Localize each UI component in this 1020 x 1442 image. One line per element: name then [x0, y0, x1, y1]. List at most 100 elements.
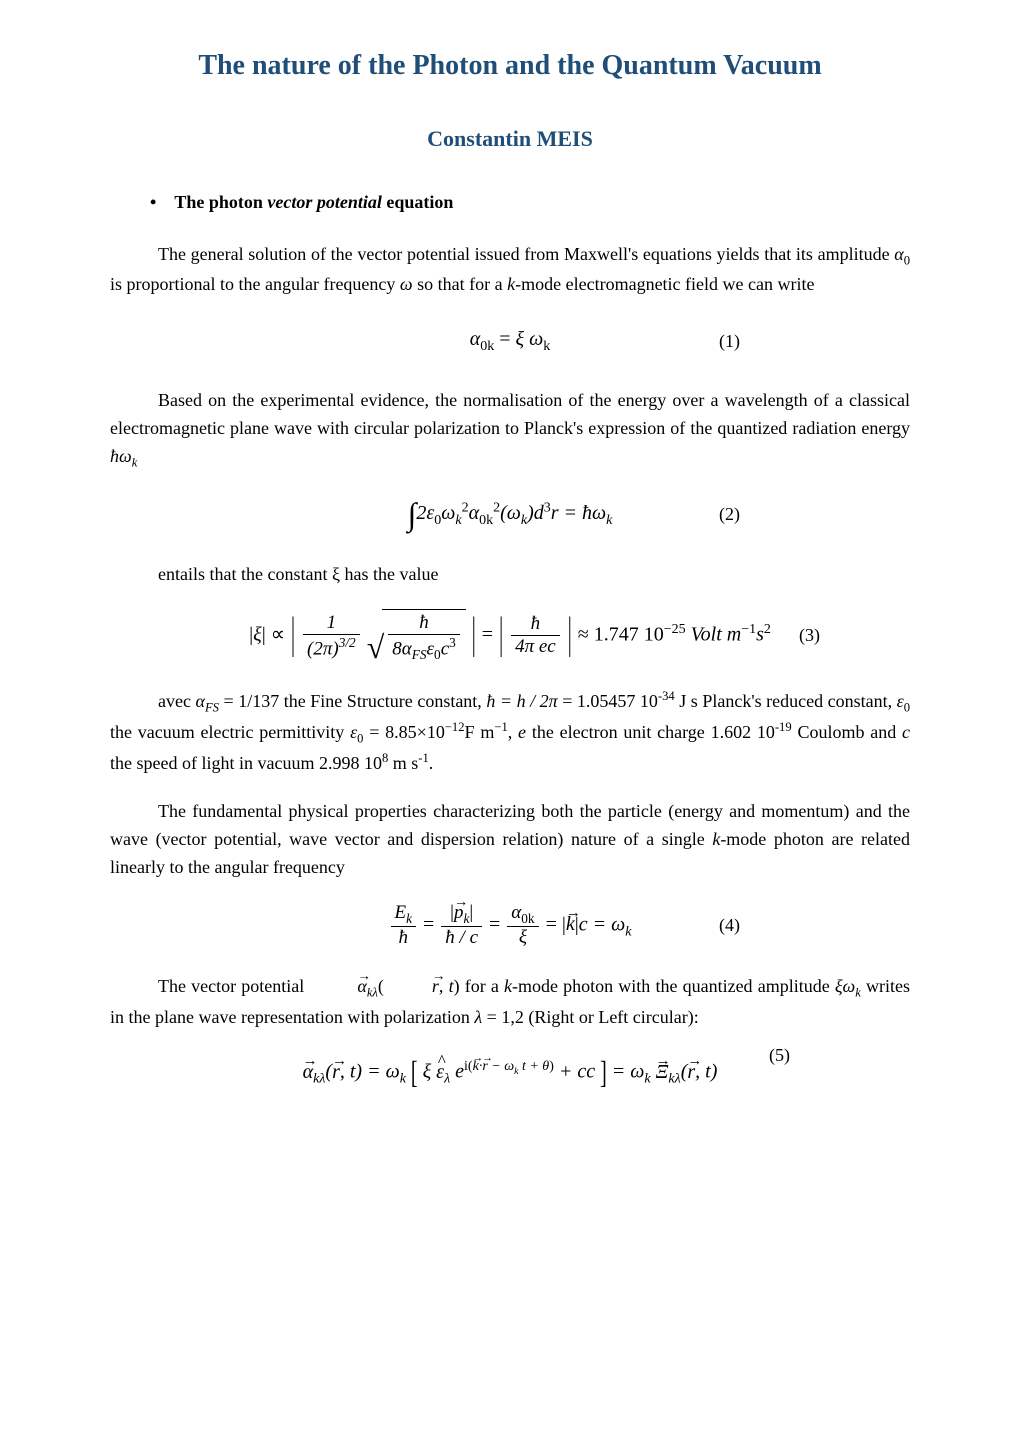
- sym-avec: α: [357, 976, 366, 996]
- eq2-ao: (ω: [500, 502, 521, 524]
- p4j: .: [429, 753, 434, 773]
- eq3-rd: 4π ec: [515, 636, 556, 657]
- p4f: the electron unit charge 1.602 10: [526, 722, 775, 742]
- p6e: = 1,2 (Right or Left circular):: [482, 1007, 699, 1027]
- p6a: The vector potential: [158, 976, 309, 996]
- fs-val: = 1/137: [219, 691, 279, 711]
- eq3-hn: ħ: [419, 612, 429, 633]
- p4i: m s: [388, 753, 418, 773]
- eq2-sq1: 2: [462, 501, 469, 516]
- eq2-a0k: 0k: [479, 513, 493, 528]
- paragraph-2: Based on the experimental evidence, the …: [110, 387, 910, 473]
- epsunit: F m: [465, 722, 495, 742]
- p6c: -mode photon with the quantized amplitud…: [512, 976, 830, 996]
- eq5-Xi: Ξ: [656, 1061, 669, 1083]
- eq2-d3: 3: [544, 501, 551, 516]
- eq3-exp: −25: [664, 622, 686, 637]
- sym-k2: k: [132, 455, 138, 469]
- bullet-icon: •: [150, 193, 156, 211]
- eq4-a0k: 0k: [521, 910, 534, 925]
- eq5-a: α: [303, 1061, 314, 1083]
- eq2-w: ω: [441, 502, 455, 524]
- eq4-p: p: [454, 902, 464, 923]
- eq3-s: s: [756, 623, 764, 645]
- sym-afs: α: [196, 691, 205, 711]
- eq2-r: r = ħω: [551, 502, 606, 524]
- sym-zero: 0: [904, 701, 910, 715]
- p4b: the Fine Structure constant,: [284, 691, 487, 711]
- eq4-kv: k: [566, 913, 575, 935]
- epsvb: = 8.85×10: [363, 722, 444, 742]
- eq5-expk: k: [514, 1066, 518, 1077]
- eq2-rk: k: [606, 513, 612, 528]
- sym-k5: k: [855, 986, 861, 1000]
- equation-3: |ξ| ∝ | 1 (2π)3/2 √ ħ 8αFSε0c3 | = | ħ: [110, 609, 910, 663]
- page: The nature of the Photon and the Quantum…: [0, 0, 1020, 1442]
- eq4-hbar: ħ: [399, 927, 409, 948]
- eq3-u1: −1: [741, 622, 756, 637]
- eq1-rhs: ξ ω: [516, 328, 544, 350]
- paragraph-5: The fundamental physical properties char…: [110, 798, 910, 882]
- p1a: The general solution of the vector poten…: [158, 244, 890, 264]
- eq4-eq2: =: [489, 913, 505, 935]
- eq3-hc: c: [441, 638, 449, 659]
- sym-omega: ω: [400, 274, 413, 294]
- sym-c: c: [902, 722, 910, 742]
- eq1-number: (1): [719, 331, 740, 352]
- eq3-he: ε: [427, 638, 435, 659]
- eq3-d1a: (2π): [307, 638, 339, 659]
- p4a: avec: [158, 691, 196, 711]
- sym-k1: k: [507, 274, 515, 294]
- eq5-kl2: kλ: [668, 1072, 680, 1087]
- eq1-eq: =: [494, 328, 515, 350]
- eq3-h3: 3: [449, 635, 456, 650]
- epsexp: −12: [445, 720, 465, 734]
- eq5-number: (5): [769, 1045, 790, 1066]
- eq3-eq: =: [482, 623, 498, 645]
- eq1-lhs: α: [470, 328, 481, 350]
- paper-title: The nature of the Photon and the Quantum…: [110, 50, 910, 82]
- sym-eps0: ε: [897, 691, 904, 711]
- sym-k4: k: [504, 976, 512, 996]
- sym-fs: FS: [205, 701, 219, 715]
- eq3-h0: 0: [434, 647, 441, 662]
- p4e: ,: [508, 722, 518, 742]
- p6b: for a: [465, 976, 504, 996]
- author-name: Constantin MEIS: [110, 126, 910, 152]
- eq4-wk: k: [625, 924, 631, 939]
- sym-alpha: α: [894, 244, 903, 264]
- eq2-ac: )d: [527, 502, 544, 524]
- eq2-pre: 2ε: [416, 502, 434, 524]
- paragraph-3: entails that the constant ξ has the valu…: [110, 561, 910, 589]
- heading-prefix: The photon: [174, 192, 267, 212]
- p4c: = 1.05457 10: [558, 691, 658, 711]
- hbar-def: ħ = h / 2π: [486, 691, 557, 711]
- eq3-rn: ħ: [531, 613, 541, 634]
- eq3-hd: 8α: [392, 638, 411, 659]
- p1d: -mode electromagnetic field we can write: [515, 274, 814, 294]
- eq4-eq3: =: [546, 913, 562, 935]
- eq3-ap: ≈ 1.747 10: [578, 623, 664, 645]
- eq3-number: (3): [799, 625, 820, 646]
- equation-2: ∫2ε0ωk2α0k2(ωk)d3r = ħωk (2): [110, 493, 910, 537]
- eq4-Ek: k: [406, 910, 412, 925]
- p1c: so that for a: [417, 274, 507, 294]
- p2a: Based on the experimental evidence, the …: [110, 390, 910, 438]
- p1b: is proportional to the angular frequency: [110, 274, 395, 294]
- eq3-unit: Volt m: [691, 623, 742, 645]
- eq3-n1: 1: [327, 612, 337, 633]
- heading-emph: vector potential: [267, 192, 381, 212]
- equation-1: α0k = ξ ωk (1): [110, 319, 910, 363]
- eq4-E: E: [395, 902, 407, 923]
- eq3-fs: FS: [412, 647, 427, 662]
- equation-5: αkλ(r, t) = ωk [ ξ ελ ei(k·r − ωk t + θ)…: [110, 1051, 910, 1095]
- eq4-c: c = ω: [579, 913, 626, 935]
- eq2-number: (2): [719, 504, 740, 525]
- eq5-wk: k: [400, 1072, 406, 1087]
- sym-hwk: ħω: [110, 446, 132, 466]
- sym-sub0: 0: [904, 254, 910, 268]
- p4d: the vacuum electric permittivity: [110, 722, 350, 742]
- eq4-number: (4): [719, 915, 740, 936]
- eq4-hc: ħ / c: [445, 927, 478, 948]
- section-heading: • The photon vector potential equation: [150, 192, 910, 213]
